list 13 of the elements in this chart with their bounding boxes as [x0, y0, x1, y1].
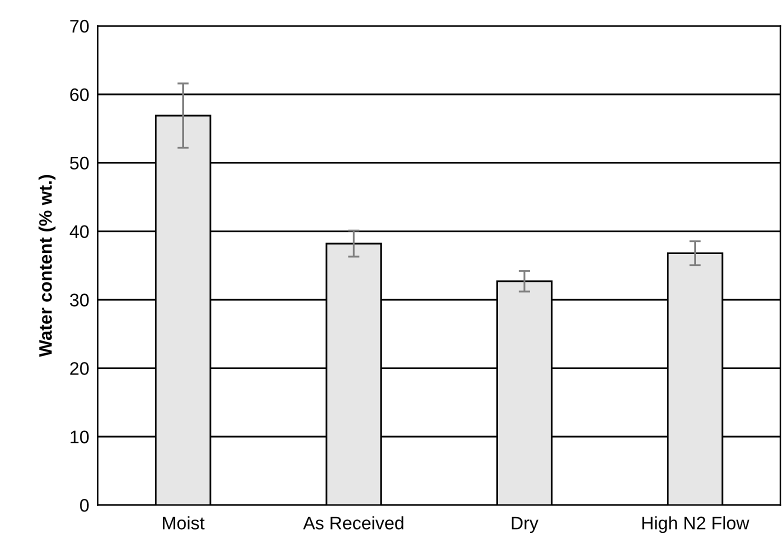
- y-tick-label: 50: [70, 156, 89, 170]
- y-tick-label: 40: [70, 225, 89, 238]
- y-axis-title: Water content (% wt.): [38, 174, 56, 357]
- x-tick-label: Moist: [163, 516, 205, 530]
- y-tick-label: 20: [70, 362, 89, 375]
- y-tick-label: 60: [70, 88, 89, 102]
- x-tick-label: As Received: [303, 516, 404, 530]
- y-tick-label: 10: [70, 430, 89, 444]
- y-tick-label: 70: [70, 20, 89, 33]
- x-tick-label: High N2 Flow: [642, 516, 750, 534]
- y-tick-label: 30: [70, 294, 89, 306]
- y-tick-label: 0: [80, 499, 89, 512]
- x-tick-label: Dry: [512, 516, 538, 534]
